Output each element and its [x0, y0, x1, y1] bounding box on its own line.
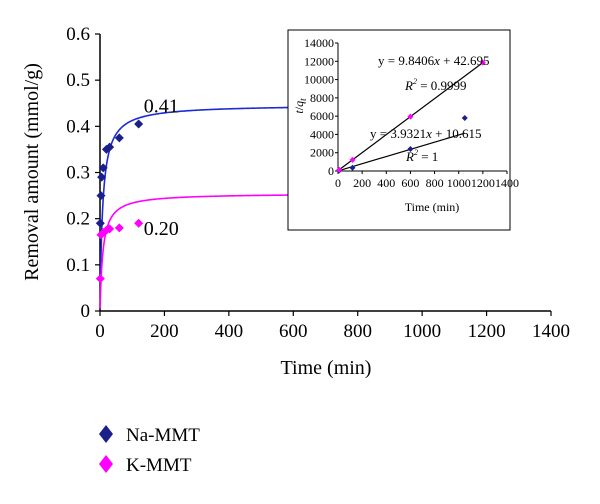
inset-y-tick-label: 6000: [310, 109, 334, 123]
annotation-label: 0.41: [144, 95, 179, 117]
legend-label-k-mmt: K-MMT: [126, 455, 192, 476]
inset-y-ticks: 0 2000 4000 6000 8000 10000 12000 14000: [304, 36, 338, 178]
point-na-mmt: [98, 163, 108, 173]
inset-y-tick-label: 0: [328, 164, 334, 178]
inset-y-tick-label: 14000: [304, 36, 334, 50]
inset-r2-k-mmt: R2 = 0.9999: [404, 77, 467, 93]
inset-fit-line: [337, 132, 465, 172]
main-y-tick-label: 0: [81, 301, 91, 322]
inset-y-tick-label: 12000: [304, 54, 334, 68]
point-k-mmt: [95, 274, 105, 284]
inset-x-tick-label: 200: [353, 176, 371, 190]
point-na-mmt: [105, 142, 115, 152]
inset-point: [461, 114, 468, 121]
main-y-tick-label: 0.3: [66, 163, 90, 184]
inset-y-axis-label: t/qt: [292, 98, 308, 114]
inset-y-tick-label: 4000: [310, 127, 334, 141]
inset-point: [407, 146, 414, 153]
point-na-mmt: [96, 191, 106, 201]
inset-x-tick-label: 1000: [447, 176, 471, 190]
inset-x-tick-label: 400: [377, 176, 395, 190]
main-x-tick-label: 200: [150, 321, 179, 342]
inset-x-tick-label: 1200: [471, 176, 495, 190]
inset-equation-k-mmt: y = 9.8406x + 42.695: [378, 53, 489, 68]
main-x-tick-label: 600: [279, 321, 308, 342]
inset-frame: [287, 29, 511, 231]
inset-x-tick-label: 1400: [495, 176, 519, 190]
inset-x-tick-label: 600: [401, 176, 419, 190]
inset-point: [336, 166, 343, 173]
inset-data-points: [336, 59, 486, 174]
main-x-tick-label: 1000: [403, 321, 441, 342]
inset-point: [349, 164, 356, 171]
inset-x-ticks: 0 200 400 600 800 1000 1200 1400: [335, 171, 519, 190]
inset-plot: 0 2000 4000 6000 8000 10000 12000 14000 0 200 400…: [287, 29, 519, 231]
main-x-axis-label: Time (min): [281, 357, 372, 379]
inset-y-tick-label: 8000: [310, 91, 334, 105]
legend: Na-MMT K-MMT: [99, 425, 200, 476]
point-na-mmt: [95, 218, 105, 228]
inset-x-tick-label: 800: [426, 176, 444, 190]
inset-point: [479, 59, 486, 66]
inset-y-tick-label: 2000: [310, 146, 334, 160]
main-x-ticks: 0 200 400 600 800 1000 1200 1400: [95, 311, 570, 342]
point-na-mmt: [134, 119, 144, 129]
legend-marker-na-mmt: [99, 425, 113, 443]
inset-x-tick-label: 0: [335, 176, 341, 190]
main-x-tick-label: 1400: [532, 321, 570, 342]
inset-equation-na-mmt: y = 3.9321x + 10.615: [370, 126, 481, 141]
main-annotations: 0.41 0.20: [144, 95, 179, 239]
main-x-tick-label: 1200: [468, 321, 506, 342]
main-y-ticks: 0 0.1 0.2 0.3 0.4 0.5 0.6: [66, 24, 100, 322]
inset-r2-na-mmt: R2 = 1: [405, 148, 438, 164]
main-y-tick-label: 0.5: [66, 70, 90, 91]
legend-marker-k-mmt: [99, 455, 113, 473]
point-k-mmt: [134, 218, 144, 228]
main-x-tick-label: 400: [215, 321, 244, 342]
inset-x-axis-label: Time (min): [405, 200, 460, 214]
legend-label-na-mmt: Na-MMT: [126, 425, 200, 446]
inset-point: [349, 156, 356, 163]
point-k-mmt: [114, 223, 124, 233]
inset-point: [407, 113, 414, 120]
point-na-mmt: [114, 133, 124, 143]
inset-y-tick-label: 10000: [304, 73, 334, 87]
annotation-label: 0.20: [144, 218, 179, 240]
main-y-tick-label: 0.6: [66, 24, 90, 45]
main-y-tick-label: 0.4: [66, 116, 90, 137]
point-k-mmt: [105, 224, 115, 234]
main-y-tick-label: 0.1: [66, 255, 90, 276]
main-y-tick-label: 0.2: [66, 209, 90, 230]
main-x-tick-label: 0: [95, 321, 105, 342]
main-plot: 00.10.20.30.40.50.6 0 200 400 600 800 1000 120…: [21, 24, 570, 379]
main-y-axis-label: Removal amount (mmol/g): [21, 63, 43, 281]
point-na-mmt: [97, 172, 107, 182]
main-x-tick-label: 800: [343, 321, 372, 342]
